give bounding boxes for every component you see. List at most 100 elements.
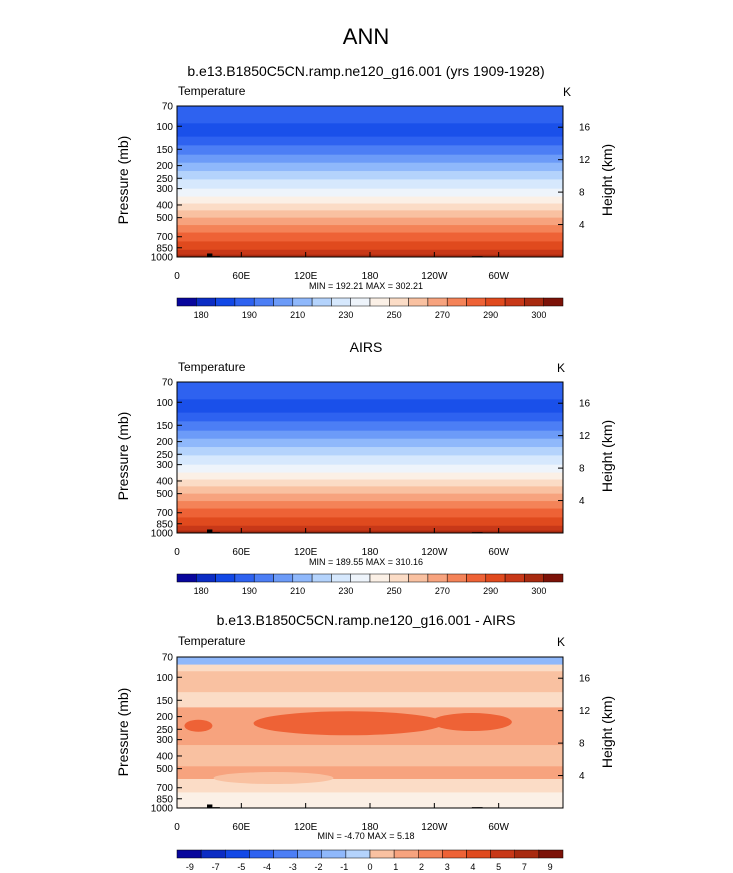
contour-region [213,772,334,785]
colorbar-label: -4 [263,862,271,872]
tick-label: 120E [294,271,318,282]
tick-label: 200 [156,161,173,172]
x-ticks: 0 60E 120E 180 120W 60W [174,252,510,282]
left-label: Temperature [178,360,246,374]
contour-band [177,232,563,242]
tick-label: 700 [156,783,173,794]
tick-label: 100 [156,673,173,684]
colorbar-label: 7 [522,862,527,872]
contour-band [177,154,563,164]
contour-band [177,671,563,693]
colorbar-box [311,297,332,307]
colorbar-box [176,849,202,859]
colorbar-box [466,297,487,307]
right-label: K [563,85,571,99]
tick-label: 120W [421,547,448,558]
contour-band [177,162,563,172]
y-axis-title: Pressure (mb) [115,688,131,777]
colorbar-box [485,297,506,307]
y2-axis-title: Height (km) [599,696,615,768]
panel-diff: b.e13.B1850C5CN.ramp.ne120_g16.001 - AIR… [115,612,615,872]
tick-label: 1000 [151,529,174,540]
tick-label: 850 [156,519,173,530]
colorbar-box [292,297,313,307]
colorbar-label: 210 [290,586,305,596]
contour-band [177,179,563,190]
colorbar-label: 300 [531,310,546,320]
colorbar-box [331,573,351,583]
colorbar-label: 270 [435,586,450,596]
colorbar-box [504,297,525,307]
tick-label: 250 [156,450,173,461]
tick-label: 4 [579,220,585,231]
colorbar-box [273,849,298,859]
plot-area [176,381,564,534]
tick-label: 12 [579,431,591,442]
tick-label: 16 [579,399,591,410]
tick-label: 60W [488,547,509,558]
contour-band [177,217,563,226]
colorbar-box [311,573,332,583]
contour-band [177,455,563,466]
colorbar-box [466,573,487,583]
tick-label: 500 [156,213,173,224]
tick-label: 300 [156,735,173,746]
height-ticks: 16 12 8 4 [558,674,591,782]
right-label: K [557,361,565,375]
panel-title: b.e13.B1850C5CN.ramp.ne120_g16.001 - AIR… [217,612,516,628]
tick-label: 150 [156,145,173,156]
topography [207,804,213,808]
figure-title: ANN [343,24,389,49]
contour-region [253,711,444,736]
colorbar-label: -3 [289,862,297,872]
colorbar-box [176,573,197,583]
colorbar-label: -2 [315,862,323,872]
colorbar-box [321,849,347,859]
colorbar-box [408,573,429,583]
colorbar-label: 2 [419,862,424,872]
tick-label: 0 [174,271,180,282]
colorbar-box [249,849,274,859]
colorbar-box [543,297,564,307]
tick-label: 100 [156,122,173,133]
colorbar-box [389,573,409,583]
tick-label: 850 [156,794,173,805]
colorbar-box [331,297,351,307]
tick-label: 60E [232,547,250,558]
colorbar-box [524,297,544,307]
colorbar-label: 5 [496,862,501,872]
colorbar-label: 0 [367,862,372,872]
contour-band [177,464,563,474]
tick-label: 300 [156,184,173,195]
tick-label: 180 [362,271,379,282]
contour-band [177,508,563,518]
colorbar-label: 1 [393,862,398,872]
colorbar-label: 250 [387,586,402,596]
colorbar: 180 190 210 230 250 270 290 300 [176,297,564,320]
contour-band [177,399,563,414]
tick-label: 120W [421,271,448,282]
contour-band [177,664,563,672]
colorbar-box [297,849,322,859]
colorbar: -9 -7 -5 -4 -3 -2 -1 0 1 2 3 4 5 7 9 [176,849,564,872]
colorbar-label: 250 [387,310,402,320]
tick-label: 400 [156,751,173,762]
colorbar-label: 300 [531,586,546,596]
colorbar-box [418,849,443,859]
colorbar-label: 210 [290,310,305,320]
colorbar-box [253,573,274,583]
colorbar-box [196,573,216,583]
tick-label: 850 [156,243,173,254]
contour-band [177,136,563,146]
contour-band [177,421,563,432]
minmax-label: MIN = -4.70 MAX = 5.18 [317,831,414,841]
colorbar-label: 190 [242,310,257,320]
tick-label: 70 [162,653,174,664]
colorbar-box [490,849,515,859]
contour-band [177,106,563,124]
contour-band [177,382,563,400]
plot-area [176,656,564,809]
